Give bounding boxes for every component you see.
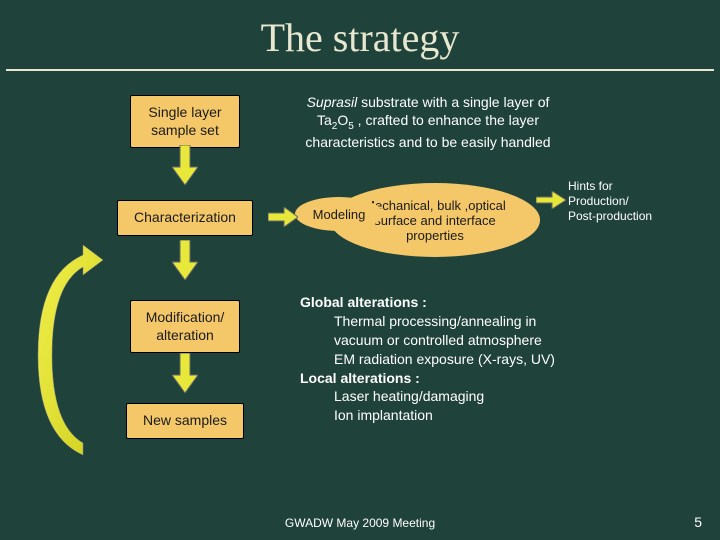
desc-substrate: Suprasil substrate with a single layer o…: [298, 93, 558, 151]
hints-text: Hints for Production/ Post-production: [568, 179, 652, 224]
down-arrow-icon: [172, 353, 198, 393]
cycle-arrow-icon: [28, 245, 108, 465]
local-item-1: Laser heating/damaging: [300, 387, 680, 406]
divider: [6, 69, 714, 71]
right-arrow-icon: [268, 207, 298, 227]
global-title: Global alterations :: [300, 294, 427, 310]
footer-meeting: GWADW May 2009 Meeting: [0, 516, 720, 530]
step-box-1: Single layer sample set: [130, 95, 240, 148]
annotation-arrow-icon: [536, 191, 566, 209]
local-item-2: Ion implantation: [300, 406, 680, 425]
global-item-1b: vacuum or controlled atmosphere: [300, 331, 680, 350]
step-box-4: New samples: [126, 403, 244, 439]
step-box-3-l1: Modification/: [146, 309, 225, 325]
slide-content: Single layer sample set Characterization…: [0, 75, 720, 535]
desc-substrate-text: Suprasil substrate with a single layer o…: [305, 94, 550, 150]
step-box-2-l1: Characterization: [134, 209, 236, 225]
footer-pagenum: 5: [694, 514, 702, 530]
step-box-2: Characterization: [117, 200, 253, 236]
hints-l3: Post-production: [568, 209, 652, 223]
bubble-modeling-text: Modeling: [313, 207, 366, 222]
hints-l2: Production/: [568, 194, 629, 208]
step-box-1-l1: Single layer: [148, 104, 221, 120]
hints-l1: Hints for: [568, 179, 613, 193]
bubble-mechanical-text: Mechanical, bulk ,opticalsurface and int…: [364, 198, 506, 243]
step-box-4-l1: New samples: [143, 412, 227, 428]
down-arrow-icon: [172, 145, 198, 185]
global-item-2: EM radiation exposure (X-rays, UV): [300, 350, 680, 369]
step-box-3-l2: alteration: [156, 327, 214, 343]
bubble-modeling: Modeling: [295, 197, 383, 231]
slide-title: The strategy: [0, 0, 720, 69]
step-box-1-l2: sample set: [151, 122, 219, 138]
local-title: Local alterations :: [300, 370, 420, 386]
step-box-3: Modification/ alteration: [130, 300, 240, 353]
global-item-1a: Thermal processing/annealing in: [300, 312, 680, 331]
alterations-list: Global alterations : Thermal processing/…: [300, 293, 680, 425]
down-arrow-icon: [172, 240, 198, 280]
